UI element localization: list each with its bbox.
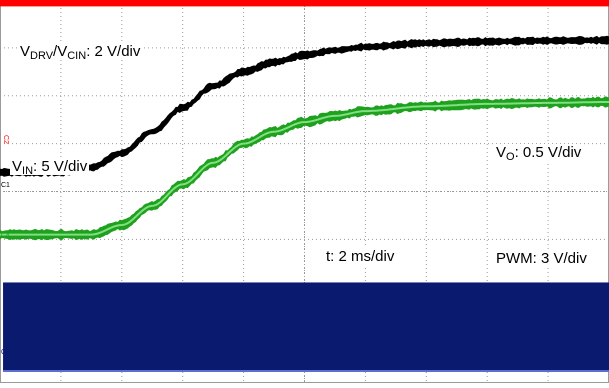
vo-label: VO: 0.5 V/div: [494, 144, 584, 163]
channel-marker-c2: C2: [2, 135, 9, 144]
vo-trace-highlight: [0, 101, 609, 236]
channel-marker-c1: C1: [1, 182, 10, 189]
channel-marker-c3: C3: [1, 349, 10, 356]
pwm-label: PWM: 3 V/div: [494, 250, 589, 267]
traces: [0, 0, 609, 373]
vdrv-vcin-trace: [0, 0, 609, 7]
vo-trace: [0, 96, 609, 241]
time-scale-label: t: 2 ms/div: [324, 248, 397, 265]
vin-label: VIN: 5 V/div: [10, 158, 90, 177]
channel-marker-c4: C4: [1, 232, 10, 239]
vdrv-vcin-label: VDRV/VCIN: 2 V/div: [18, 43, 143, 62]
pwm-trace: [3, 282, 609, 372]
